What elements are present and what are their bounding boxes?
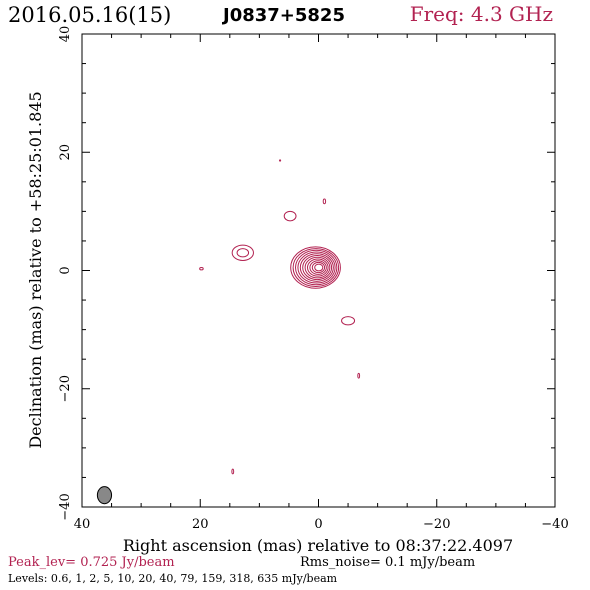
frequency-label: Freq: 4.3 GHz	[410, 2, 553, 26]
knot-contours	[278, 159, 282, 162]
contour-line	[236, 248, 250, 258]
knot-contours	[357, 372, 361, 379]
y-tick-label: 40	[58, 26, 73, 43]
x-tick-label: −40	[541, 517, 568, 532]
beam-shape	[96, 486, 113, 505]
y-tick-label: −20	[58, 375, 73, 402]
knot-contours	[283, 210, 297, 222]
axis-ticks	[81, 33, 556, 508]
x-tick-labels: 40 20 0 −20 −40	[74, 517, 569, 532]
peak-level: Peak_lev= 0.725 Jy/beam	[8, 555, 175, 570]
contour-line	[314, 263, 324, 272]
contour-line	[290, 246, 341, 289]
knot-contours	[231, 244, 254, 261]
x-tick-label: 20	[192, 517, 209, 532]
contour-line	[278, 159, 282, 162]
contour-line	[231, 468, 235, 475]
rms-noise: Rms_noise= 0.1 mJy/beam	[300, 555, 475, 570]
contour-line	[357, 372, 361, 379]
contour-line	[199, 267, 204, 271]
x-axis-label: Right ascension (mas) relative to 08:37:…	[123, 536, 513, 555]
x-tick-label: 40	[74, 517, 91, 532]
contour-line	[297, 251, 336, 284]
contour-set	[199, 159, 361, 475]
contour-line	[231, 244, 254, 261]
y-tick-labels: −40 −20 0 20 40	[58, 26, 73, 521]
contour-line	[307, 258, 329, 277]
y-tick-label: −40	[58, 493, 73, 520]
observation-date: 2016.05.16(15)	[8, 3, 171, 27]
contour-line	[283, 210, 297, 222]
contour-line	[292, 248, 340, 288]
y-tick-label: 0	[58, 266, 73, 274]
knot-contours	[341, 316, 356, 326]
contour-line	[322, 198, 327, 205]
contour-line	[341, 316, 356, 326]
y-axis-label: Declination (mas) relative to +58:25:01.…	[26, 91, 45, 448]
y-tick-label: 20	[58, 144, 73, 161]
contour-line	[299, 253, 334, 282]
x-tick-label: −20	[423, 517, 450, 532]
core-contours	[290, 246, 341, 289]
contour-line	[302, 255, 333, 281]
contour-line	[311, 261, 326, 274]
contour-line	[295, 249, 338, 286]
knot-contours	[231, 468, 235, 475]
knot-contours	[199, 267, 204, 271]
contour-levels: Levels: 0.6, 1, 2, 5, 10, 20, 40, 79, 15…	[8, 572, 338, 585]
contour-line	[304, 256, 331, 279]
source-name: J0837+5825	[221, 5, 345, 26]
contour-line	[309, 260, 327, 275]
knot-contours	[322, 198, 327, 205]
x-tick-label: 0	[314, 517, 322, 532]
beam-ellipse	[96, 486, 113, 505]
